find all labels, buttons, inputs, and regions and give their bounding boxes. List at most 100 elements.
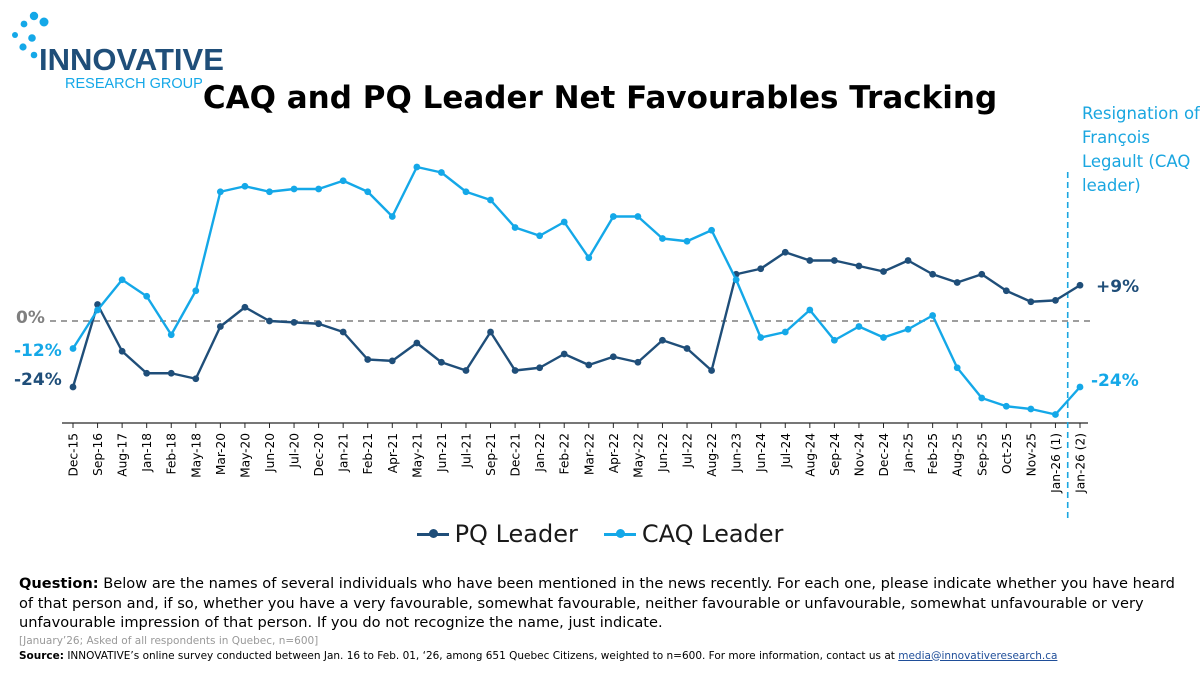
caq-data-point (757, 334, 765, 341)
pq-end-label: +9% (1096, 277, 1139, 297)
x-tick-label: Jan-18 (140, 433, 154, 473)
pq-data-point (69, 383, 77, 391)
x-tick-label: Feb-18 (165, 433, 179, 474)
x-tick-label: Jun-20 (263, 433, 277, 473)
caq-data-point (487, 196, 494, 204)
caq-data-point (708, 226, 715, 234)
pq-data-point (953, 279, 961, 286)
pq-data-point (659, 336, 666, 344)
pq-data-point (438, 358, 445, 366)
caq-data-point (364, 188, 372, 196)
pq-data-point (880, 268, 887, 275)
caq-data-point (118, 276, 126, 284)
x-tick-label: Jan-25 (902, 433, 916, 473)
pq-data-point (830, 257, 838, 264)
caq-data-point (388, 213, 396, 220)
line-chart: 0% Dec-15 Sep-16 Aug-17 Jan-18 Feb-18 May-18 Ma… (14, 163, 1139, 520)
x-tick-label: Sep-16 (91, 433, 105, 476)
pq-data-point (708, 367, 715, 374)
x-tick-label: Jan-26 (2) (1074, 433, 1088, 494)
x-tick-label: May-22 (631, 433, 645, 478)
caq-data-point (1076, 383, 1084, 391)
x-tick-label: Jun-21 (435, 433, 449, 473)
caq-data-point (830, 336, 838, 344)
caq-data-point (880, 334, 887, 341)
caq-data-point (167, 331, 175, 339)
caq-data-point (634, 213, 642, 220)
caq-end-label: -24% (1091, 371, 1139, 391)
x-tick-label: Jun-23 (730, 433, 744, 473)
pq-data-point (167, 369, 175, 377)
x-tick-label: Jul-21 (459, 433, 473, 469)
x-tick-label: May-21 (410, 433, 424, 478)
x-tick-label: Mar-22 (582, 433, 596, 475)
chart-title: CAQ and PQ Leader Net Favourables Tracki… (202, 80, 998, 116)
caq-data-point (609, 213, 617, 220)
pq-data-point (609, 353, 617, 361)
contact-email-link[interactable]: media@innovativeresearch.ca (898, 649, 1058, 662)
x-tick-label: Sep-21 (484, 433, 498, 476)
x-tick-label: Jul-24 (779, 433, 793, 469)
pq-data-point (462, 367, 470, 374)
caq-data-point (315, 185, 323, 193)
pq-data-point (560, 350, 568, 358)
innovative-logo: INNOVATIVE RESEARCH GROUP (4, 8, 234, 96)
pq-data-point (929, 270, 937, 278)
source-label: Source: (19, 649, 64, 662)
pq-data-point (388, 357, 396, 365)
x-tick-label: Dec-15 (67, 433, 81, 477)
caq-data-point (806, 306, 814, 314)
x-tick-label: Aug-25 (951, 433, 965, 477)
pq-data-point (511, 367, 519, 374)
x-tick-label: Jan-21 (337, 433, 351, 473)
pq-series-line (71, 251, 1081, 388)
x-tick-label: Jan-22 (533, 433, 547, 473)
x-tick-label: Feb-21 (361, 433, 375, 474)
x-tick-label: Aug-17 (116, 433, 130, 477)
x-tick-label: Nov-24 (852, 433, 866, 477)
logo-sub: RESEARCH GROUP (65, 76, 203, 92)
x-tick-label: Jul-22 (681, 433, 695, 469)
chart-legend: PQ Leader CAQ Leader (0, 520, 1200, 548)
logo-dots-icon: INNOVATIVE RESEARCH GROUP (12, 11, 224, 92)
caq-data-point (781, 328, 789, 336)
caq-series-line (71, 165, 1081, 416)
caq-data-point (585, 254, 593, 262)
legend-label-caq: CAQ Leader (641, 520, 784, 548)
pq-data-point (855, 262, 863, 270)
caq-data-point (904, 325, 912, 333)
pq-data-point (487, 328, 494, 336)
x-tick-label: Aug-22 (705, 433, 719, 477)
caq-data-point (339, 177, 347, 185)
pq-data-point (315, 320, 323, 328)
question-label: Question: (19, 575, 99, 592)
x-tick-label: Jun-22 (656, 433, 670, 473)
pq-data-point (290, 318, 298, 326)
caq-data-point (1027, 405, 1035, 413)
caq-start-label: -12% (14, 341, 62, 361)
x-tick-label: Dec-21 (509, 433, 523, 477)
caq-data-point (953, 364, 961, 372)
pq-data-point (1052, 296, 1059, 304)
caq-data-point (683, 237, 691, 245)
caq-data-point (266, 188, 273, 196)
pq-data-point (1027, 298, 1035, 306)
resignation-annotation: Resignation of François Legault (CAQ lea… (1082, 104, 1200, 195)
pq-data-point (143, 369, 151, 377)
caq-data-point (143, 292, 151, 300)
x-tick-label: Nov-25 (1024, 433, 1038, 476)
legend-item-caq: CAQ Leader (603, 520, 784, 548)
legend-swatch-pq (416, 529, 449, 538)
pq-data-point (806, 257, 814, 264)
x-tick-label: Feb-25 (926, 433, 940, 474)
x-tick-label: Mar-20 (214, 433, 228, 475)
x-tick-label: Sep-24 (828, 433, 842, 476)
caq-data-point (1002, 402, 1010, 410)
x-tick-label: Dec-20 (312, 433, 326, 477)
x-tick-label: May-18 (189, 433, 203, 478)
caq-data-point (929, 312, 937, 319)
caq-data-point (511, 224, 519, 231)
pq-data-point (364, 356, 372, 363)
pq-data-point (1002, 287, 1010, 295)
caq-data-point (1052, 411, 1059, 418)
